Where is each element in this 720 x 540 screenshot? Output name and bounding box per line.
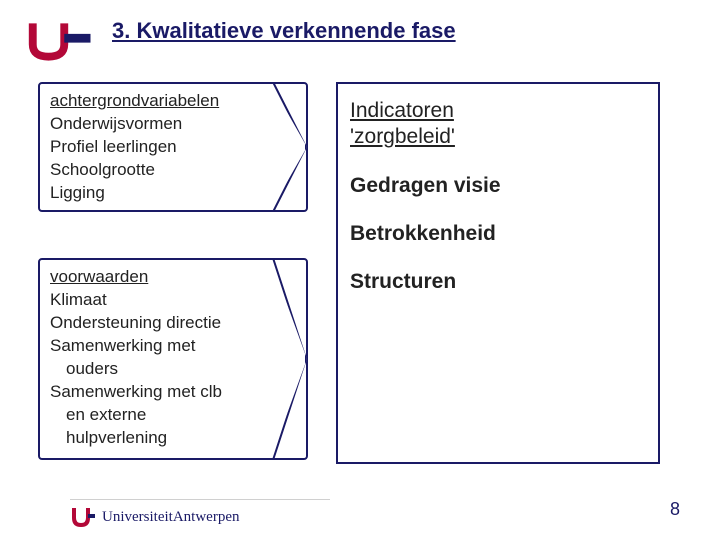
- box2-item: en externe: [50, 404, 266, 427]
- box2-item: ouders: [50, 358, 266, 381]
- footer-divider: [70, 499, 330, 500]
- arrow-icon: [272, 258, 308, 460]
- slide-title: 3. Kwalitatieve verkennende fase: [112, 18, 456, 44]
- right-header: Indicatoren 'zorgbeleid': [350, 98, 646, 151]
- ua-mark-icon: [70, 506, 96, 528]
- background-variables-box: achtergrondvariabelen Onderwijsvormen Pr…: [38, 82, 308, 212]
- box1-item: Onderwijsvormen: [50, 113, 266, 136]
- box2-item: Samenwerking met: [50, 335, 266, 358]
- ua-logo-top: [24, 18, 94, 62]
- right-bullet: Structuren: [350, 269, 646, 295]
- box2-item: Ondersteuning directie: [50, 312, 266, 335]
- indicators-box: Indicatoren 'zorgbeleid' Gedragen visie …: [336, 82, 660, 464]
- box1-item: Schoolgrootte: [50, 159, 266, 182]
- box1-item: Profiel leerlingen: [50, 136, 266, 159]
- footer-text: UniversiteitAntwerpen: [102, 509, 239, 526]
- box2-item: Klimaat: [50, 289, 266, 312]
- page-number: 8: [670, 499, 680, 520]
- box2-header: voorwaarden: [50, 266, 266, 289]
- box1-item: Ligging: [50, 182, 266, 205]
- box2-item: Samenwerking met clb: [50, 381, 266, 404]
- right-bullet: Betrokkenheid: [350, 221, 646, 247]
- right-bullet: Gedragen visie: [350, 173, 646, 199]
- slide: 3. Kwalitatieve verkennende fase achterg…: [0, 0, 720, 540]
- box2-item: hulpverlening: [50, 427, 266, 450]
- box1-header: achtergrondvariabelen: [50, 90, 266, 113]
- arrow-icon: [272, 82, 308, 212]
- conditions-box: voorwaarden Klimaat Ondersteuning direct…: [38, 258, 308, 460]
- ua-logo-footer: UniversiteitAntwerpen: [70, 506, 239, 528]
